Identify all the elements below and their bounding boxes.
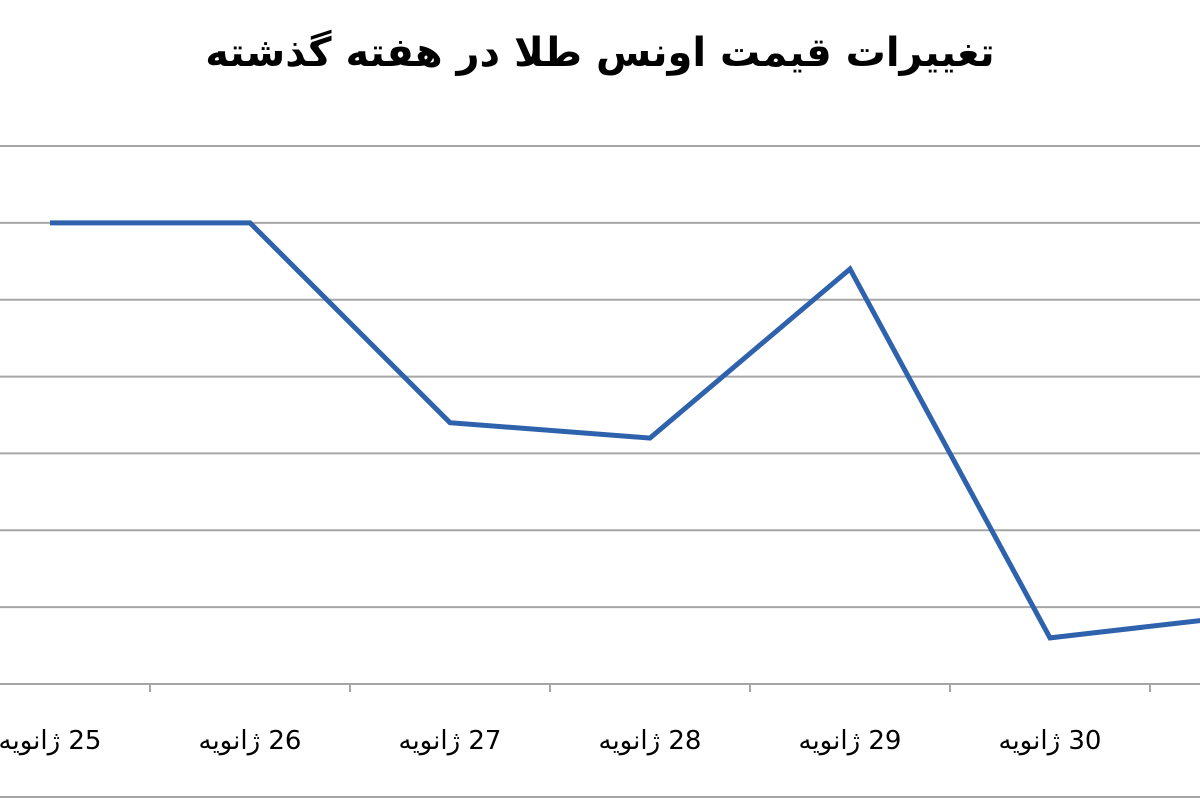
- chart-title: تغییرات قیمت اونس طلا در هفته گذشته: [205, 30, 995, 76]
- x-tick-label: 29 ژانویه: [799, 726, 902, 756]
- series-line: [50, 220, 1200, 641]
- x-tick-label: 27 ژانویه: [399, 726, 502, 756]
- x-tick-label: 28 ژانویه: [599, 726, 702, 756]
- series-layer: [49, 220, 1200, 641]
- x-tick-label: 30 ژانویه: [999, 726, 1102, 756]
- x-tick-label: 26 ژانویه: [199, 726, 302, 756]
- label-layer: 25 ژانویه 26 ژانویه 27 ژانویه 28 ژانویه 29 ژ…: [0, 726, 1200, 756]
- x-tick-label: 31 ژانویه: [1199, 726, 1200, 756]
- grid-layer: [0, 145, 1200, 609]
- axis-layer: [0, 683, 1200, 798]
- x-tick-label: 25 ژانویه: [0, 726, 101, 756]
